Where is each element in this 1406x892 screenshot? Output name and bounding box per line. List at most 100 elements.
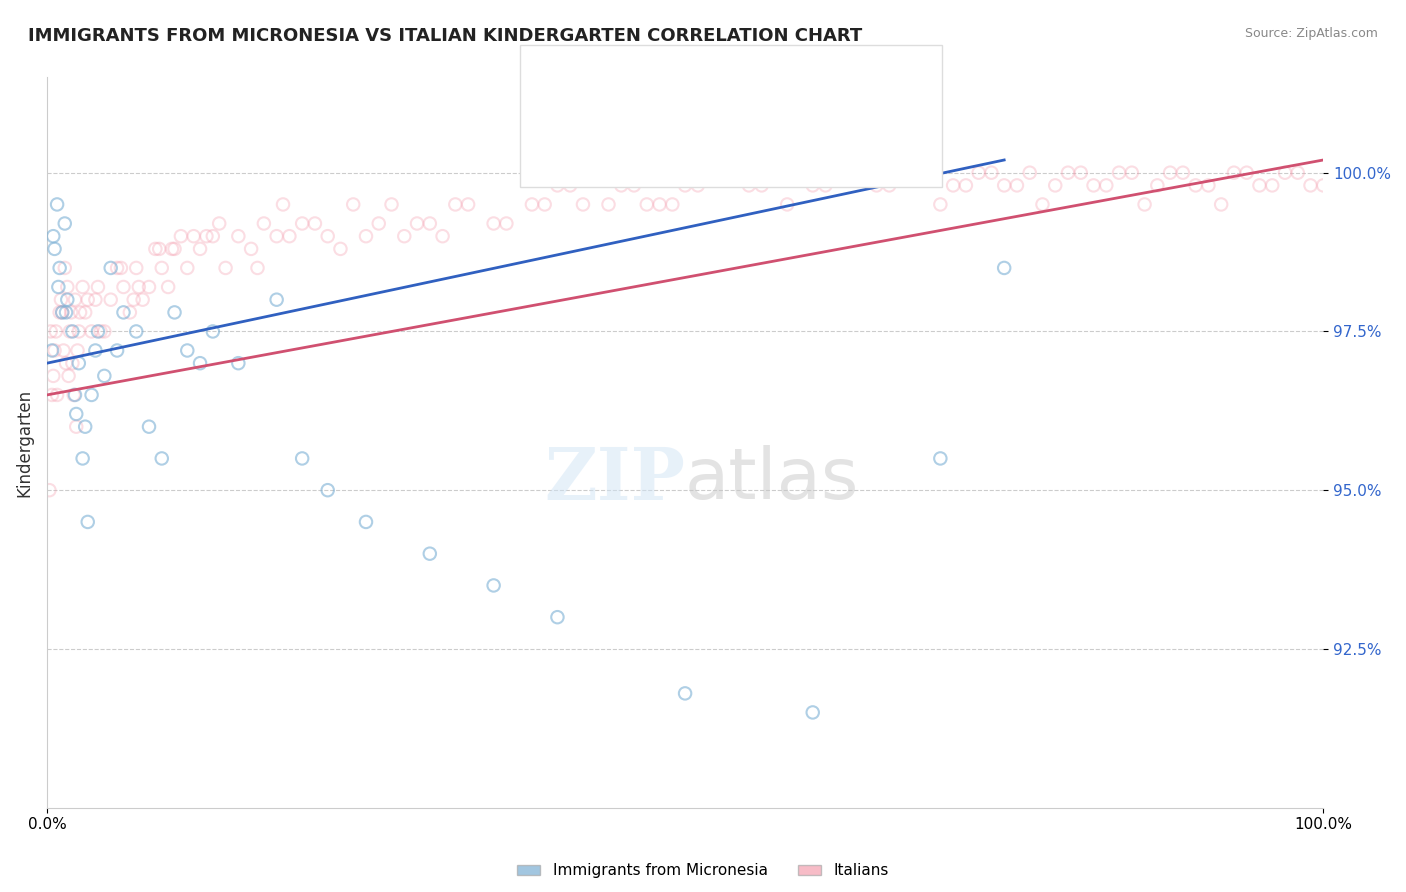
Point <box>1108 166 1130 180</box>
Point <box>100 293 122 307</box>
Point <box>138 419 160 434</box>
Point <box>63 388 86 402</box>
Point <box>62 388 84 402</box>
Point <box>84 343 107 358</box>
Point <box>148 242 170 256</box>
Point <box>1031 197 1053 211</box>
Point <box>980 166 1002 180</box>
Point <box>66 343 89 358</box>
Point <box>1286 166 1309 180</box>
Point <box>63 293 86 307</box>
Point <box>1236 166 1258 180</box>
Point <box>76 515 98 529</box>
Point <box>51 305 73 319</box>
Point <box>67 356 90 370</box>
Legend: R = 0.365   N =  43, R = 0.723   N = 135: R = 0.365 N = 43, R = 0.723 N = 135 <box>624 94 873 164</box>
Point <box>673 178 696 193</box>
Point <box>329 242 352 256</box>
Point <box>246 260 269 275</box>
Point <box>839 166 862 180</box>
Point <box>208 217 231 231</box>
Point <box>661 197 683 211</box>
Point <box>56 293 79 307</box>
Point <box>201 229 224 244</box>
Point <box>53 217 76 231</box>
Point <box>112 305 135 319</box>
Point <box>636 197 658 211</box>
Point <box>46 197 69 211</box>
Point <box>112 280 135 294</box>
Point <box>1045 178 1067 193</box>
Point <box>482 578 505 592</box>
Point <box>122 293 145 307</box>
Point <box>39 325 62 339</box>
Point <box>967 166 990 180</box>
Point <box>84 293 107 307</box>
Point <box>814 178 837 193</box>
Point <box>53 260 76 275</box>
Point <box>89 325 111 339</box>
Point <box>495 217 517 231</box>
Point <box>105 260 128 275</box>
Point <box>138 280 160 294</box>
Point <box>44 343 66 358</box>
Point <box>176 260 198 275</box>
Point <box>520 197 543 211</box>
Point <box>342 197 364 211</box>
Point <box>72 280 94 294</box>
Point <box>801 178 824 193</box>
Point <box>170 229 193 244</box>
Point <box>444 197 467 211</box>
Point <box>42 229 65 244</box>
Text: atlas: atlas <box>685 444 859 514</box>
Point <box>62 356 84 370</box>
Point <box>52 343 75 358</box>
Point <box>62 325 84 339</box>
Point <box>419 547 441 561</box>
Point <box>482 217 505 231</box>
Y-axis label: Kindergarten: Kindergarten <box>15 389 32 497</box>
Point <box>1274 166 1296 180</box>
Point <box>48 280 70 294</box>
Point <box>291 451 314 466</box>
Point <box>55 356 77 370</box>
Point <box>76 293 98 307</box>
Point <box>1159 166 1181 180</box>
Point <box>56 280 79 294</box>
Point <box>457 197 479 211</box>
Point <box>560 178 582 193</box>
Point <box>278 229 301 244</box>
Point <box>55 305 77 319</box>
Point <box>598 197 620 211</box>
Point <box>46 388 69 402</box>
Point <box>1184 178 1206 193</box>
Point <box>253 217 276 231</box>
Point <box>865 178 887 193</box>
Point <box>955 178 977 193</box>
Point <box>266 229 288 244</box>
Point <box>1095 178 1118 193</box>
Point <box>776 197 799 211</box>
Point <box>125 260 148 275</box>
Point <box>118 305 141 319</box>
Text: ZIP: ZIP <box>544 443 685 515</box>
Point <box>929 197 952 211</box>
Text: IMMIGRANTS FROM MICRONESIA VS ITALIAN KINDERGARTEN CORRELATION CHART: IMMIGRANTS FROM MICRONESIA VS ITALIAN KI… <box>28 27 862 45</box>
Point <box>87 325 110 339</box>
Point <box>394 229 416 244</box>
Point <box>41 388 63 402</box>
Point <box>789 166 811 180</box>
Point <box>827 166 849 180</box>
Point <box>145 242 167 256</box>
Point <box>406 217 429 231</box>
Point <box>316 229 339 244</box>
Point <box>49 293 72 307</box>
Point <box>1005 178 1028 193</box>
Point <box>801 706 824 720</box>
Point <box>67 325 90 339</box>
Point <box>546 178 568 193</box>
Point <box>157 280 180 294</box>
Point <box>100 260 122 275</box>
Point <box>1018 166 1040 180</box>
Point <box>879 178 901 193</box>
